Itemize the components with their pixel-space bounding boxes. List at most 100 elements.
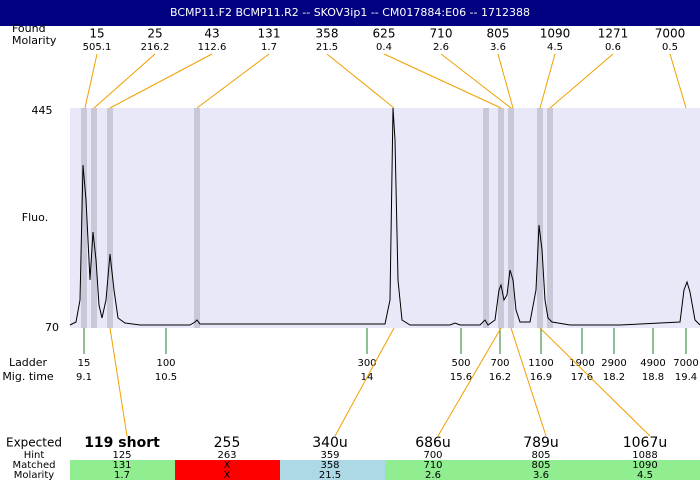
ladder-size: 4900 (640, 358, 665, 369)
cell-hint: 125 (112, 450, 131, 461)
cell-matched: 805 (531, 460, 550, 471)
ladder-time: 10.5 (155, 372, 177, 383)
peak-connector (549, 53, 614, 109)
peak-size: 805 (487, 27, 510, 41)
peak-connector (539, 53, 556, 109)
peak-molarity: 2.6 (433, 42, 449, 53)
match-connector (334, 327, 395, 437)
peak-molarity: 0.6 (605, 42, 621, 53)
peak-band (81, 108, 87, 328)
ladder-time: 17.6 (571, 372, 593, 383)
title-bar (0, 0, 700, 26)
peak-band (91, 108, 97, 328)
peak-size: 710 (430, 27, 453, 41)
cell-molarity: 1.7 (114, 470, 130, 480)
peak-band (508, 108, 514, 328)
trace (69, 107, 700, 326)
peak-size: 625 (373, 27, 396, 41)
y-axis-label: Fluo. (22, 211, 48, 224)
peak-size: 1271 (598, 27, 629, 41)
peak-connector (497, 53, 514, 109)
ladder-size: 1100 (528, 358, 553, 369)
match-connector (437, 327, 502, 437)
row-label: Hint (24, 450, 45, 461)
ladder-size: 700 (490, 358, 509, 369)
peak-connector (196, 53, 270, 109)
cell-matched: 131 (112, 460, 131, 471)
y-bottom-label: 70 (45, 321, 59, 334)
ladder-size: 1900 (569, 358, 594, 369)
peak-molarity: 4.5 (547, 42, 563, 53)
peak-size: 25 (147, 27, 162, 41)
row-label: Matched (12, 460, 55, 471)
mig-time-label: Mig. time (2, 370, 54, 383)
cell-molarity: 3.6 (533, 470, 549, 480)
match-connector (510, 327, 547, 437)
row-label: Molarity (14, 470, 54, 480)
ladder-time: 18.8 (642, 372, 664, 383)
peak-size: 1090 (540, 27, 571, 41)
ladder-time: 16.2 (489, 372, 511, 383)
match-cell (490, 460, 595, 480)
ladder-size: 2900 (601, 358, 626, 369)
peak-connector (93, 53, 156, 109)
peak-molarity: 112.6 (198, 42, 227, 53)
ladder-time: 9.1 (76, 372, 92, 383)
ladder-time: 19.4 (675, 372, 697, 383)
match-cell (280, 460, 385, 480)
peak-connector (383, 53, 502, 109)
ladder-size: 100 (156, 358, 175, 369)
peak-molarity: 0.4 (376, 42, 392, 53)
cell-expected: 119 short (84, 435, 160, 451)
cell-expected: 789u (523, 435, 559, 451)
cell-hint: 359 (320, 450, 339, 461)
cell-hint: 1088 (632, 450, 657, 461)
peak-band (483, 108, 489, 328)
ladder-size: 7000 (673, 358, 698, 369)
match-connector (109, 327, 128, 437)
cell-hint: 263 (217, 450, 236, 461)
cell-molarity: 4.5 (637, 470, 653, 480)
ladder-time: 18.2 (603, 372, 625, 383)
peak-molarity: 21.5 (316, 42, 338, 53)
peak-molarity: 0.5 (662, 42, 678, 53)
peak-molarity: 505.1 (83, 42, 112, 53)
peak-connector (440, 53, 512, 109)
title: BCMP11.F2 BCMP11.R2 -- SKOV3ip1 -- CM017… (170, 6, 530, 19)
peak-size: 131 (258, 27, 281, 41)
peak-band (498, 108, 504, 328)
cell-hint: 805 (531, 450, 550, 461)
cell-expected: 340u (312, 435, 348, 451)
match-cell (175, 460, 280, 480)
cell-expected: 686u (415, 435, 451, 451)
cell-expected: 1067u (623, 435, 668, 451)
match-cell (385, 460, 490, 480)
cell-hint: 700 (423, 450, 442, 461)
match-connector (539, 327, 651, 437)
cell-matched: 710 (423, 460, 442, 471)
peak-size: 7000 (655, 27, 686, 41)
peak-band (537, 108, 543, 328)
ladder-size: 15 (78, 358, 91, 369)
ladder-label: Ladder (9, 356, 48, 369)
cell-molarity: X (224, 470, 231, 480)
cell-matched: 358 (320, 460, 339, 471)
peak-size: 15 (89, 27, 104, 41)
peak-molarity: 216.2 (141, 42, 170, 53)
peak-size: 358 (316, 27, 339, 41)
cell-expected: 255 (214, 435, 241, 451)
ladder-size: 500 (451, 358, 470, 369)
peak-molarity: 3.6 (490, 42, 506, 53)
peak-connector (109, 53, 213, 109)
peak-band (194, 108, 200, 328)
peak-band (547, 108, 553, 328)
cell-matched: X (224, 460, 231, 471)
peak-connector (326, 53, 395, 109)
peak-molarity: 1.7 (261, 42, 277, 53)
row-label: Expected (6, 436, 62, 450)
ladder-time: 15.6 (450, 372, 472, 383)
y-top-label: 445 (32, 104, 53, 117)
peak-band (107, 108, 113, 328)
match-cell (70, 460, 175, 480)
plot-area (70, 108, 700, 328)
